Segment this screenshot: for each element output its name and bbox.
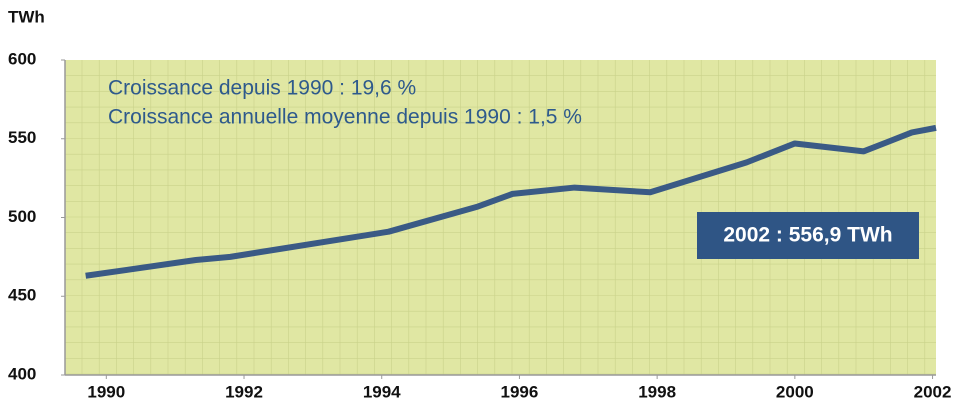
x-tick-label: 1990 bbox=[87, 382, 125, 401]
x-tick-label: 2000 bbox=[776, 382, 814, 401]
callout: 2002 : 556,9 TWh bbox=[723, 224, 892, 247]
y-tick-label: 500 bbox=[8, 207, 36, 226]
x-tick-label: 2002 bbox=[914, 382, 952, 401]
x-tick-label: 1996 bbox=[501, 382, 539, 401]
x-tick-label: 1998 bbox=[638, 382, 676, 401]
y-tick-label: 600 bbox=[8, 49, 36, 68]
callout-box bbox=[697, 212, 919, 259]
y-tick-label: 450 bbox=[8, 286, 36, 305]
x-tick-label: 1994 bbox=[363, 382, 401, 401]
line bbox=[85, 124, 937, 279]
y-tick-label: 400 bbox=[8, 364, 36, 383]
annotation: Croissance annuelle moyenne depuis 1990 … bbox=[108, 106, 582, 129]
y-tick-label: 550 bbox=[8, 128, 36, 147]
x-tick-label: 1992 bbox=[225, 382, 263, 401]
annotation: Croissance depuis 1990 : 19,6 % bbox=[108, 77, 416, 100]
y-axis-label: TWh bbox=[8, 7, 45, 26]
